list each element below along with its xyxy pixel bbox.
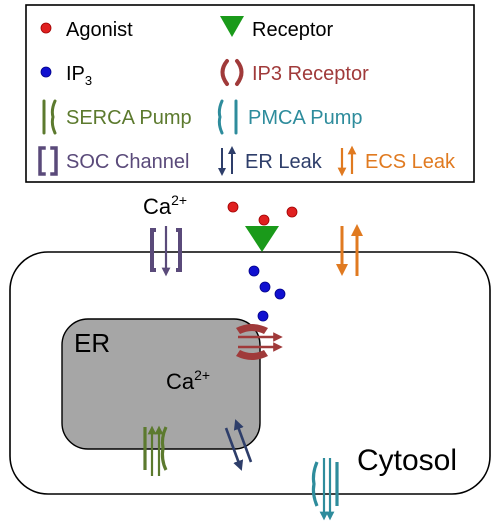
- er-compartment: [61, 318, 261, 450]
- serca-pump: [143, 425, 168, 476]
- legend-agonist-label: Agonist: [66, 19, 133, 41]
- legend-pmca-label: PMCA Pump: [248, 107, 362, 129]
- ca-er-label: Ca2+: [166, 367, 210, 394]
- ecs-leak-channel: [336, 224, 363, 276]
- legend-ecs-leak-label: ECS Leak: [365, 151, 456, 173]
- ip3-molecule: [259, 281, 271, 293]
- soc-channel: [150, 226, 182, 277]
- legend-serca-label: SERCA Pump: [66, 107, 192, 129]
- er-label: ER: [74, 328, 110, 358]
- er-leak-icon: [218, 146, 236, 176]
- pmca-pump: [311, 458, 339, 521]
- agonist-molecule: [227, 201, 239, 213]
- ip3-icon: [40, 66, 52, 78]
- ip3-receptor: [236, 324, 283, 360]
- legend-ip3-label: IP3: [66, 63, 92, 88]
- er-leak-channel: [224, 419, 253, 471]
- agonist-icon: [40, 22, 52, 34]
- agonist-molecule: [258, 214, 270, 226]
- ip3-receptor-icon: [220, 59, 244, 86]
- agonist-molecule: [286, 206, 298, 218]
- serca-pump-icon: [42, 99, 57, 135]
- ip3-molecule: [274, 288, 286, 300]
- ca-extracellular-label: Ca2+: [143, 192, 187, 219]
- receptor: [245, 226, 279, 252]
- legend-er-leak-label: ER Leak: [245, 151, 323, 173]
- legend-receptor-label: Receptor: [252, 19, 333, 41]
- cytosol-label: Cytosol: [357, 444, 457, 477]
- ecs-leak-icon: [337, 145, 357, 177]
- ip3-molecule: [257, 310, 269, 322]
- ip3-molecule: [248, 265, 260, 277]
- legend-soc-label: SOC Channel: [66, 151, 189, 173]
- receptor-icon: [220, 16, 244, 37]
- legend-box: [25, 4, 475, 183]
- pmca-pump-icon: [217, 99, 238, 135]
- legend-ip3-receptor-label: IP3 Receptor: [252, 63, 369, 85]
- soc-channel-icon: [38, 146, 58, 176]
